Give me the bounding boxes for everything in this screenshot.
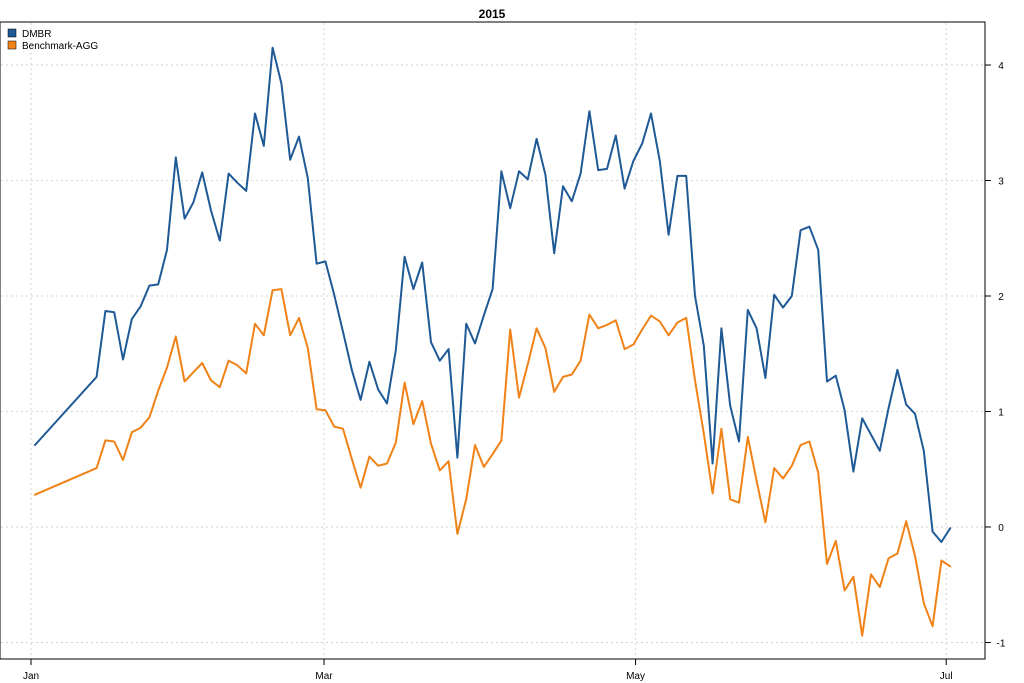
x-tick-label: May	[626, 671, 645, 682]
legend-swatch	[7, 40, 17, 50]
x-tick-label: Jan	[23, 671, 39, 682]
axes: -1 0 1 2 3 4 Jan Mar May Jul	[0, 22, 1006, 682]
x-tick-label: Jul	[940, 671, 953, 682]
grid	[1, 23, 984, 658]
y-tick-label: 4	[998, 61, 1004, 72]
y-tick-label: 3	[998, 177, 1004, 188]
chart-title: 2015	[479, 7, 506, 21]
legend-label: Benchmark-AGG	[22, 41, 98, 52]
y-tick-label: 1	[998, 408, 1004, 419]
legend-label: DMBR	[22, 29, 51, 40]
y-tick-label: 2	[998, 292, 1004, 303]
y-tick-label: 0	[998, 523, 1004, 534]
series-line-dmbr	[34, 46, 952, 543]
series-line-benchmark-agg	[34, 288, 952, 637]
series-lines	[34, 46, 952, 637]
x-tick-label: Mar	[315, 671, 333, 682]
legend-swatch	[7, 28, 17, 38]
plot-frame	[0, 21, 986, 660]
y-tick-label: -1	[997, 639, 1006, 650]
